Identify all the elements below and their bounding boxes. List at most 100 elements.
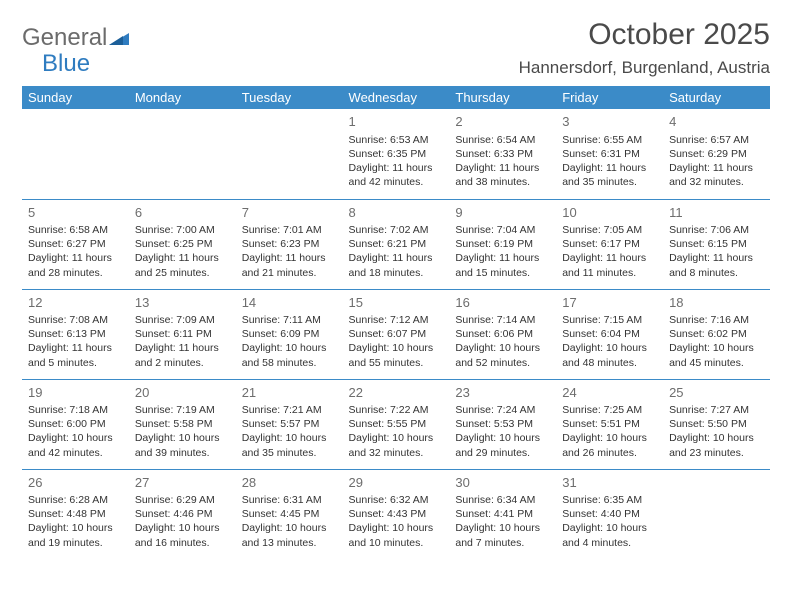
calendar-day: 21Sunrise: 7:21 AMSunset: 5:57 PMDayligh… [236, 379, 343, 469]
day-detail: Sunrise: 7:06 AM [669, 223, 764, 237]
day-detail: Sunrise: 7:01 AM [242, 223, 337, 237]
calendar-day: 29Sunrise: 6:32 AMSunset: 4:43 PMDayligh… [343, 469, 450, 559]
day-number: 3 [562, 113, 657, 131]
day-detail: Sunrise: 6:57 AM [669, 133, 764, 147]
day-number: 30 [455, 474, 550, 492]
day-number: 2 [455, 113, 550, 131]
calendar-day: 31Sunrise: 6:35 AMSunset: 4:40 PMDayligh… [556, 469, 663, 559]
day-detail: Sunset: 5:50 PM [669, 417, 764, 431]
day-detail: Daylight: 10 hours and 55 minutes. [349, 341, 444, 369]
calendar-day: 30Sunrise: 6:34 AMSunset: 4:41 PMDayligh… [449, 469, 556, 559]
calendar-day: 23Sunrise: 7:24 AMSunset: 5:53 PMDayligh… [449, 379, 556, 469]
day-number: 18 [669, 294, 764, 312]
day-detail: Daylight: 11 hours and 38 minutes. [455, 161, 550, 189]
calendar-day: 14Sunrise: 7:11 AMSunset: 6:09 PMDayligh… [236, 289, 343, 379]
calendar-day-empty [663, 469, 770, 559]
calendar-body: 1Sunrise: 6:53 AMSunset: 6:35 PMDaylight… [22, 109, 770, 559]
calendar-day: 4Sunrise: 6:57 AMSunset: 6:29 PMDaylight… [663, 109, 770, 199]
day-detail: Daylight: 11 hours and 32 minutes. [669, 161, 764, 189]
day-number: 23 [455, 384, 550, 402]
calendar-day: 22Sunrise: 7:22 AMSunset: 5:55 PMDayligh… [343, 379, 450, 469]
calendar-day: 8Sunrise: 7:02 AMSunset: 6:21 PMDaylight… [343, 199, 450, 289]
day-number: 15 [349, 294, 444, 312]
day-detail: Sunset: 6:06 PM [455, 327, 550, 341]
day-detail: Sunrise: 7:22 AM [349, 403, 444, 417]
day-detail: Sunrise: 6:32 AM [349, 493, 444, 507]
day-detail: Daylight: 10 hours and 58 minutes. [242, 341, 337, 369]
logo-text-blue: Blue [42, 50, 90, 78]
day-number: 21 [242, 384, 337, 402]
calendar-day: 3Sunrise: 6:55 AMSunset: 6:31 PMDaylight… [556, 109, 663, 199]
day-number: 25 [669, 384, 764, 402]
day-detail: Sunset: 6:02 PM [669, 327, 764, 341]
header: General October 2025 Hannersdorf, Burgen… [22, 18, 770, 84]
month-title: October 2025 [519, 18, 770, 52]
day-detail: Sunrise: 7:00 AM [135, 223, 230, 237]
day-detail: Sunrise: 7:21 AM [242, 403, 337, 417]
calendar-head: SundayMondayTuesdayWednesdayThursdayFrid… [22, 86, 770, 109]
day-detail: Sunrise: 7:19 AM [135, 403, 230, 417]
day-detail: Sunrise: 7:15 AM [562, 313, 657, 327]
day-header: Tuesday [236, 86, 343, 109]
day-detail: Sunrise: 6:53 AM [349, 133, 444, 147]
day-detail: Daylight: 11 hours and 5 minutes. [28, 341, 123, 369]
day-detail: Sunset: 4:43 PM [349, 507, 444, 521]
day-detail: Daylight: 10 hours and 13 minutes. [242, 521, 337, 549]
day-detail: Daylight: 10 hours and 48 minutes. [562, 341, 657, 369]
day-detail: Sunrise: 6:28 AM [28, 493, 123, 507]
calendar-day: 17Sunrise: 7:15 AMSunset: 6:04 PMDayligh… [556, 289, 663, 379]
day-header: Monday [129, 86, 236, 109]
day-detail: Sunrise: 7:25 AM [562, 403, 657, 417]
calendar-day: 24Sunrise: 7:25 AMSunset: 5:51 PMDayligh… [556, 379, 663, 469]
day-detail: Daylight: 10 hours and 16 minutes. [135, 521, 230, 549]
day-detail: Sunrise: 6:58 AM [28, 223, 123, 237]
day-number: 29 [349, 474, 444, 492]
calendar-day: 5Sunrise: 6:58 AMSunset: 6:27 PMDaylight… [22, 199, 129, 289]
day-detail: Sunset: 6:17 PM [562, 237, 657, 251]
day-number: 14 [242, 294, 337, 312]
calendar-day: 10Sunrise: 7:05 AMSunset: 6:17 PMDayligh… [556, 199, 663, 289]
day-number: 11 [669, 204, 764, 222]
day-detail: Daylight: 10 hours and 19 minutes. [28, 521, 123, 549]
day-number: 22 [349, 384, 444, 402]
day-detail: Sunset: 5:55 PM [349, 417, 444, 431]
day-detail: Sunrise: 7:12 AM [349, 313, 444, 327]
calendar-day: 9Sunrise: 7:04 AMSunset: 6:19 PMDaylight… [449, 199, 556, 289]
calendar-day: 18Sunrise: 7:16 AMSunset: 6:02 PMDayligh… [663, 289, 770, 379]
day-detail: Sunrise: 7:27 AM [669, 403, 764, 417]
day-number: 6 [135, 204, 230, 222]
day-number: 20 [135, 384, 230, 402]
day-detail: Sunset: 6:04 PM [562, 327, 657, 341]
day-detail: Sunset: 6:21 PM [349, 237, 444, 251]
day-detail: Sunset: 5:57 PM [242, 417, 337, 431]
day-detail: Sunrise: 7:24 AM [455, 403, 550, 417]
logo-triangle-icon [109, 24, 129, 52]
calendar-day-empty [236, 109, 343, 199]
day-number: 16 [455, 294, 550, 312]
day-number: 27 [135, 474, 230, 492]
day-detail: Sunset: 6:33 PM [455, 147, 550, 161]
day-detail: Daylight: 10 hours and 45 minutes. [669, 341, 764, 369]
day-detail: Sunrise: 6:35 AM [562, 493, 657, 507]
day-number: 17 [562, 294, 657, 312]
day-detail: Sunset: 6:15 PM [669, 237, 764, 251]
day-header: Friday [556, 86, 663, 109]
day-detail: Daylight: 10 hours and 32 minutes. [349, 431, 444, 459]
day-header: Wednesday [343, 86, 450, 109]
day-detail: Sunrise: 7:11 AM [242, 313, 337, 327]
day-detail: Sunrise: 7:09 AM [135, 313, 230, 327]
day-number: 5 [28, 204, 123, 222]
day-detail: Sunrise: 7:05 AM [562, 223, 657, 237]
day-detail: Sunrise: 7:16 AM [669, 313, 764, 327]
day-detail: Daylight: 10 hours and 42 minutes. [28, 431, 123, 459]
day-detail: Sunset: 4:46 PM [135, 507, 230, 521]
calendar-week: 26Sunrise: 6:28 AMSunset: 4:48 PMDayligh… [22, 469, 770, 559]
calendar-day-empty [129, 109, 236, 199]
day-detail: Sunset: 6:11 PM [135, 327, 230, 341]
calendar-day: 13Sunrise: 7:09 AMSunset: 6:11 PMDayligh… [129, 289, 236, 379]
day-detail: Daylight: 11 hours and 25 minutes. [135, 251, 230, 279]
day-detail: Daylight: 10 hours and 4 minutes. [562, 521, 657, 549]
day-detail: Sunset: 5:53 PM [455, 417, 550, 431]
calendar-day: 6Sunrise: 7:00 AMSunset: 6:25 PMDaylight… [129, 199, 236, 289]
day-detail: Sunrise: 6:55 AM [562, 133, 657, 147]
